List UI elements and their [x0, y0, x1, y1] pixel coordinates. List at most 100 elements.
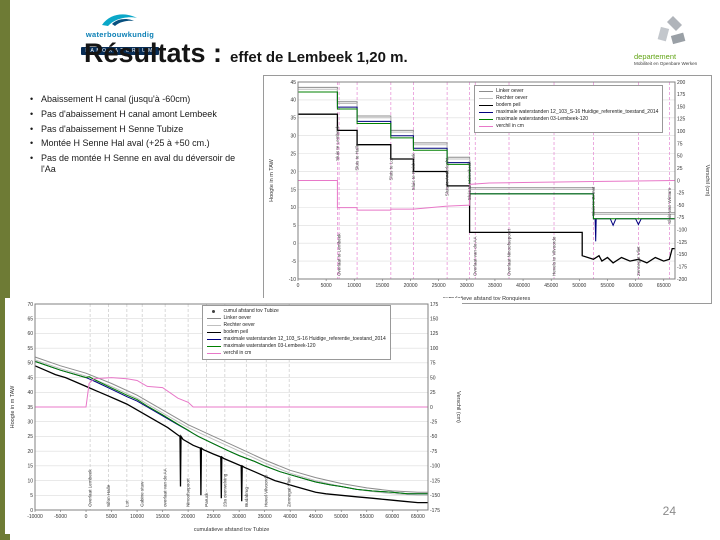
- legend-item: Linker oever: [479, 88, 658, 95]
- svg-text:Sluis Van Wintam: Sluis Van Wintam: [667, 188, 672, 224]
- legend-label: verchil in cm: [223, 350, 252, 357]
- svg-text:Ninoofsepoort: Ninoofsepoort: [186, 478, 191, 507]
- svg-text:175: 175: [430, 302, 439, 308]
- legend-item: maximale waterstanden 03-Lembeek-120: [206, 343, 386, 350]
- svg-text:Overlaat van de AA: Overlaat van de AA: [473, 236, 478, 277]
- legend-label: cumul afstand tov Tubize: [223, 308, 279, 315]
- svg-text:15: 15: [290, 187, 296, 193]
- svg-text:-175: -175: [677, 264, 687, 270]
- svg-text:35: 35: [27, 405, 33, 411]
- svg-text:25000: 25000: [207, 514, 221, 520]
- svg-text:10000: 10000: [130, 514, 144, 520]
- svg-text:Zennegat Vliet: Zennegat Vliet: [636, 246, 641, 276]
- svg-text:15000: 15000: [156, 514, 170, 520]
- svg-text:-50: -50: [430, 434, 437, 440]
- svg-text:0: 0: [293, 241, 296, 247]
- svg-text:Sluis te Lot: Sluis te Lot: [388, 157, 393, 180]
- svg-text:35000: 35000: [258, 514, 272, 520]
- svg-text:-50: -50: [677, 203, 684, 209]
- svg-text:75: 75: [430, 361, 436, 367]
- svg-text:overlaat van de AA: overlaat van de AA: [163, 467, 168, 506]
- bullet-list: Abaissement H canal (jusqu'à -60cm) Pas d…: [30, 94, 242, 179]
- svg-text:15000: 15000: [375, 283, 389, 289]
- svg-text:60000: 60000: [629, 283, 643, 289]
- bullet-item: Montée H Senne Hal aval (+25 à +50 cm.): [30, 138, 242, 150]
- bullet-item: Abaissement H canal (jusqu'à -60cm): [30, 94, 242, 106]
- svg-text:Sluis te Lembeek: Sluis te Lembeek: [335, 125, 340, 161]
- svg-text:125: 125: [430, 331, 439, 337]
- legend-swatch: [479, 105, 494, 107]
- title-subtitle: effet de Lembeek 1,20 m.: [230, 49, 408, 66]
- legend-swatch: [479, 112, 494, 114]
- bullet-item: Pas de montée H Senne en aval du déverso…: [30, 153, 242, 176]
- legend-swatch: [206, 353, 221, 355]
- svg-text:Hevels te Vilvoorde: Hevels te Vilvoorde: [552, 236, 557, 276]
- legend-item: maximale waterstanden 12_103_S-16 Huidig…: [479, 109, 658, 116]
- legend-swatch: [206, 318, 221, 320]
- legend-item: Rechter oever: [206, 322, 386, 329]
- svg-text:0: 0: [297, 283, 300, 289]
- svg-text:100: 100: [677, 129, 686, 135]
- svg-text:Overlaat te Lembeek: Overlaat te Lembeek: [337, 233, 342, 276]
- title-main: Résultats :: [84, 38, 223, 68]
- svg-text:Sluis te Zemst: Sluis te Zemst: [591, 186, 596, 216]
- svg-text:-100: -100: [677, 228, 687, 234]
- svg-text:-100: -100: [430, 464, 440, 470]
- svg-text:25: 25: [430, 390, 436, 396]
- svg-text:25: 25: [677, 166, 683, 172]
- legend-swatch: [212, 310, 215, 314]
- svg-text:-175: -175: [430, 508, 440, 514]
- svg-text:75: 75: [677, 141, 683, 147]
- legend-item: bodem peil: [206, 329, 386, 336]
- svg-text:50000: 50000: [334, 514, 348, 520]
- bullet-item: Pas d'abaissement H Senne Tubize: [30, 124, 242, 136]
- svg-text:Budabrug: Budabrug: [244, 487, 249, 507]
- svg-text:Verschil (cm): Verschil (cm): [704, 165, 710, 197]
- svg-text:65: 65: [27, 317, 33, 323]
- svg-text:-150: -150: [430, 493, 440, 499]
- chart-senne-tubize: 0 5 10 15 20 25 30 35 40 45 50 55 60 65 70 -175 -150 -125…: [5, 298, 462, 534]
- legend-swatch: [206, 346, 221, 348]
- svg-text:100: 100: [430, 346, 439, 352]
- legend-swatch: [479, 91, 494, 93]
- legend-item: Linker oever: [206, 315, 386, 322]
- legend-label: Rechter oever: [496, 95, 528, 102]
- department-subname: Mobiliteit en Openbare Werken: [634, 61, 698, 66]
- svg-text:40: 40: [290, 98, 296, 104]
- svg-text:15: 15: [27, 464, 33, 470]
- svg-text:30: 30: [290, 134, 296, 140]
- svg-text:20000: 20000: [181, 514, 195, 520]
- legend-swatch: [206, 339, 221, 341]
- legend-item: maximale waterstanden 03-Lembeek-120: [479, 116, 658, 123]
- svg-text:Lot: Lot: [124, 500, 129, 507]
- svg-text:20: 20: [290, 169, 296, 175]
- svg-text:0: 0: [85, 514, 88, 520]
- svg-text:55000: 55000: [360, 514, 374, 520]
- svg-text:-75: -75: [677, 215, 684, 221]
- svg-text:-5: -5: [292, 259, 297, 265]
- svg-text:Sifon Halle: Sifon Halle: [106, 484, 111, 507]
- page-title: Résultats : effet de Lembeek 1,20 m.: [84, 38, 408, 69]
- svg-text:60000: 60000: [385, 514, 399, 520]
- legend-swatch: [206, 332, 221, 334]
- svg-text:0: 0: [30, 508, 33, 514]
- svg-text:40000: 40000: [283, 514, 297, 520]
- svg-text:50: 50: [430, 375, 436, 381]
- legend-swatch: [479, 119, 494, 121]
- svg-text:Hevel Vilvoorde: Hevel Vilvoorde: [264, 474, 269, 507]
- legend-item: cumul afstand tov Tubize: [207, 308, 386, 315]
- legend-swatch: [479, 126, 494, 128]
- svg-text:175: 175: [677, 92, 686, 98]
- svg-text:70: 70: [27, 302, 33, 308]
- legend-label: bodem peil: [223, 329, 248, 336]
- chart-plot: 0 5 10 15 20 25 30 35 40 45 50 55 60 65 70 -175 -150 -125…: [10, 302, 461, 533]
- chart-legend: Linker oever Rechter oever bodem peil maxim…: [474, 85, 664, 134]
- svg-text:65000: 65000: [411, 514, 425, 520]
- svg-text:45000: 45000: [544, 283, 558, 289]
- legend-label: maximale waterstanden 12_103_S-16 Huidig…: [496, 109, 659, 116]
- svg-text:5: 5: [293, 223, 296, 229]
- legend-item: verchil in cm: [206, 350, 386, 357]
- svg-text:40: 40: [27, 390, 33, 396]
- pinwheel-icon: [657, 16, 686, 45]
- department-logo: departement Mobiliteit en Openbare Werke…: [612, 14, 704, 66]
